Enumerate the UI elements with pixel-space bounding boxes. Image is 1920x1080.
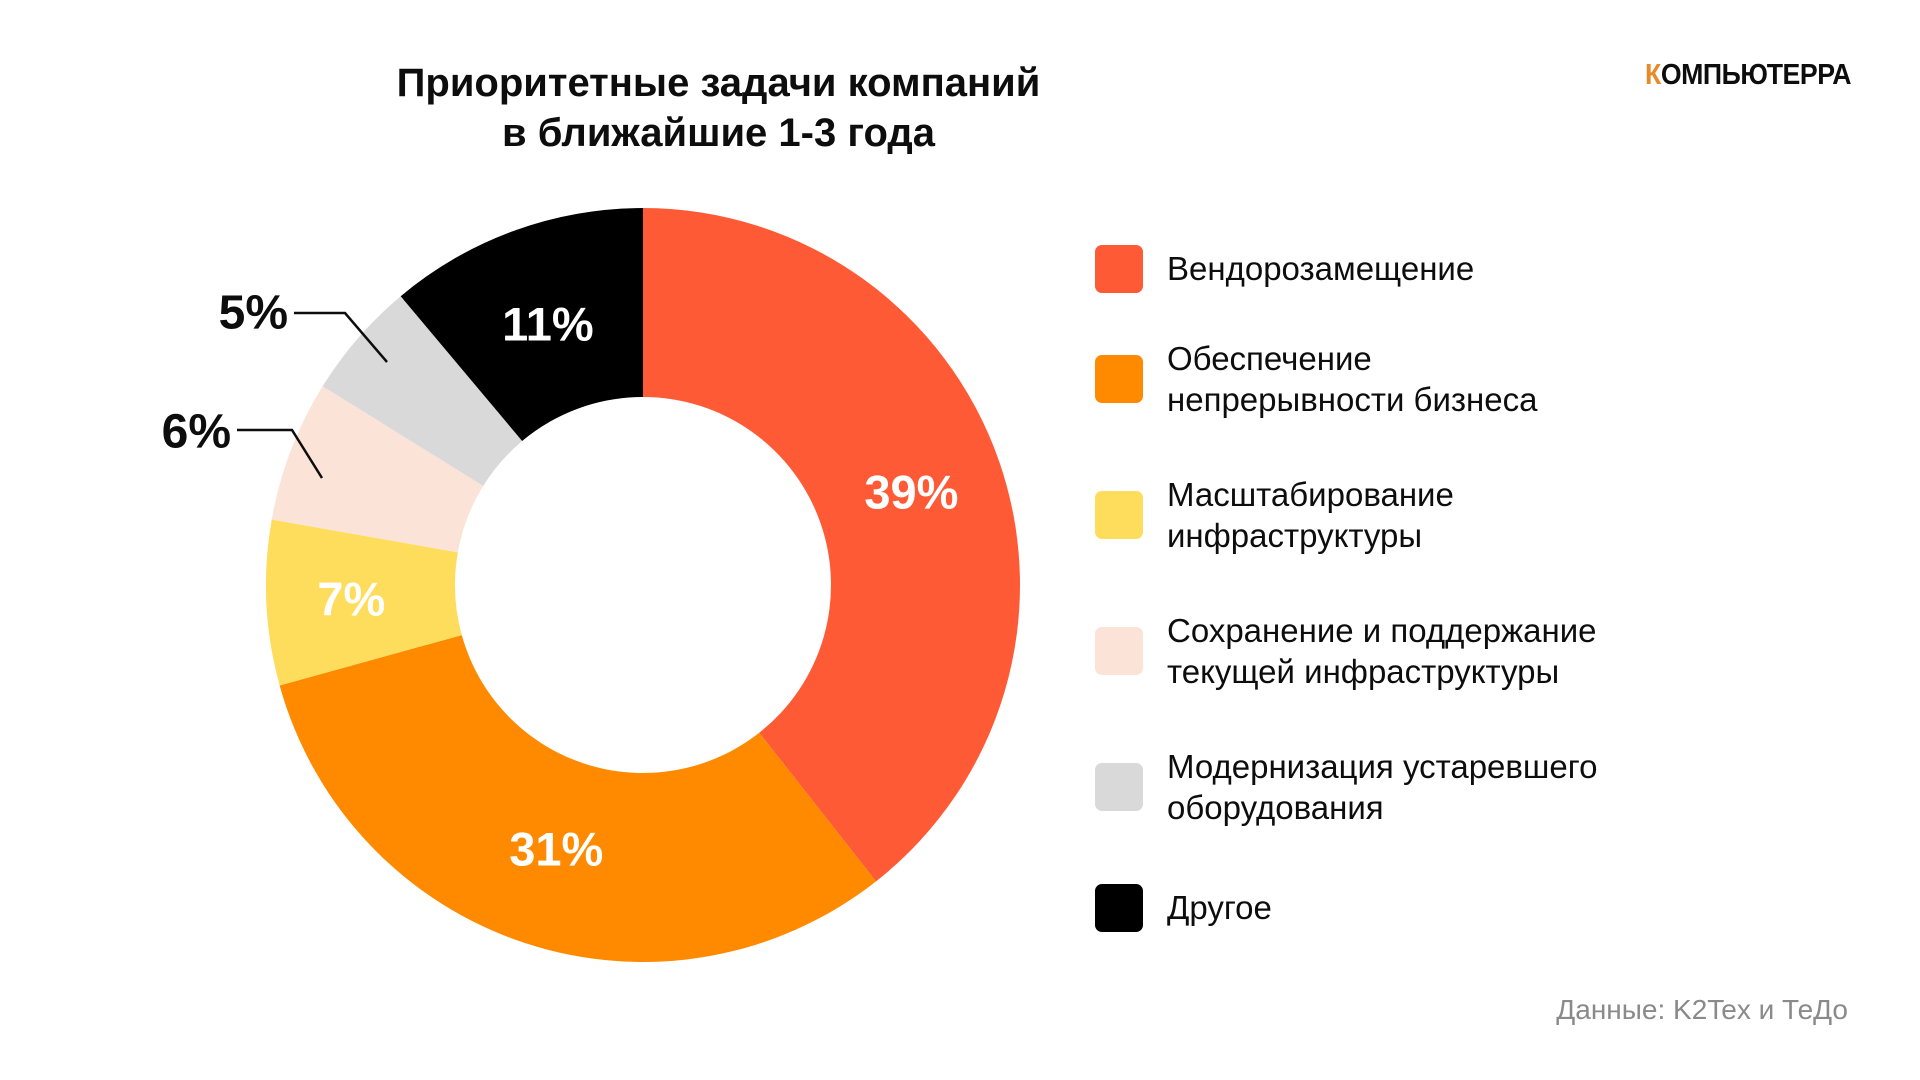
donut-slice xyxy=(265,519,462,686)
legend-label-line: Модернизация устаревшего xyxy=(1167,748,1598,785)
slice-data-label: 31% xyxy=(509,823,603,876)
chart-title-line-2: в ближайшие 1-3 года xyxy=(502,111,935,155)
legend-label-line: Вендорозамещение xyxy=(1167,250,1475,287)
legend-label: Масштабирование инфраструктуры xyxy=(1167,474,1454,556)
slice-data-label: 7% xyxy=(317,572,385,625)
legend-item: Модернизация устаревшего оборудования xyxy=(1095,746,1597,828)
slice-data-label: 5% xyxy=(219,287,288,340)
chart-title-line-1: Приоритетные задачи компаний xyxy=(396,61,1041,105)
brand-logo: КОМПЬЮТЕРРА xyxy=(1645,58,1851,92)
legend-item: Другое xyxy=(1095,883,1272,932)
legend-label: Обеспечение непрерывности бизнеса xyxy=(1167,338,1537,420)
brand-logo-first-letter: К xyxy=(1645,59,1661,91)
donut-slice xyxy=(400,208,643,441)
chart-title: Приоритетные задачи компаний в ближайшие… xyxy=(0,58,1437,158)
legend-item: Масштабирование инфраструктуры xyxy=(1095,474,1454,556)
legend-label-line: текущей инфраструктуры xyxy=(1167,653,1560,690)
legend-label: Сохранение и поддержание текущей инфрастр… xyxy=(1167,610,1597,692)
legend-label: Вендорозамещение xyxy=(1167,248,1474,289)
leader-line xyxy=(294,311,388,363)
slice-data-label: 39% xyxy=(864,466,958,519)
legend-label: Модернизация устаревшего оборудования xyxy=(1167,746,1597,828)
slice-data-label: 11% xyxy=(502,297,593,350)
legend-label-line: Обеспечение xyxy=(1167,340,1372,377)
donut-slice xyxy=(271,386,484,553)
legend-label-line: инфраструктуры xyxy=(1167,517,1423,554)
legend-label-line: Другое xyxy=(1167,889,1272,926)
legend-item: Обеспечение непрерывности бизнеса xyxy=(1095,338,1537,420)
source-note: Данные: K2Tex и ТеДо xyxy=(1556,994,1848,1025)
slice-data-label: 6% xyxy=(162,406,231,459)
legend-swatch xyxy=(1095,627,1143,675)
legend-label-line: непрерывности бизнеса xyxy=(1167,381,1538,418)
donut-slice xyxy=(643,208,1020,882)
legend-label: Другое xyxy=(1167,887,1272,928)
legend-item: Сохранение и поддержание текущей инфрастр… xyxy=(1095,610,1597,692)
legend-label-line: оборудования xyxy=(1167,789,1384,826)
donut-slice xyxy=(279,635,877,963)
legend-swatch xyxy=(1095,244,1143,293)
legend-label-line: Сохранение и поддержание xyxy=(1167,612,1597,649)
legend-item: Вендорозамещение xyxy=(1095,244,1474,293)
leader-line xyxy=(237,428,324,479)
legend-swatch xyxy=(1095,355,1143,403)
chart-legend: Вендорозамещение Обеспечение непрерывности… xyxy=(1095,0,1895,1080)
legend-swatch xyxy=(1095,883,1143,932)
brand-logo-rest: ОМПЬЮТЕРРА xyxy=(1660,59,1852,91)
legend-swatch xyxy=(1095,763,1143,811)
legend-swatch xyxy=(1095,491,1143,539)
legend-label-line: Масштабирование xyxy=(1167,476,1454,513)
